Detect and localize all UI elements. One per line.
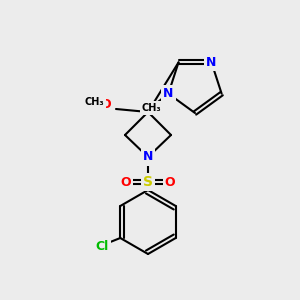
Text: N: N bbox=[143, 151, 153, 164]
Text: CH₃: CH₃ bbox=[142, 103, 161, 113]
Text: S: S bbox=[143, 175, 153, 189]
Text: Cl: Cl bbox=[96, 239, 109, 253]
Text: N: N bbox=[163, 87, 174, 100]
Text: N: N bbox=[206, 56, 217, 69]
Text: CH₃: CH₃ bbox=[84, 97, 104, 107]
Text: O: O bbox=[165, 176, 175, 188]
Text: O: O bbox=[121, 176, 131, 188]
Text: O: O bbox=[101, 98, 111, 112]
